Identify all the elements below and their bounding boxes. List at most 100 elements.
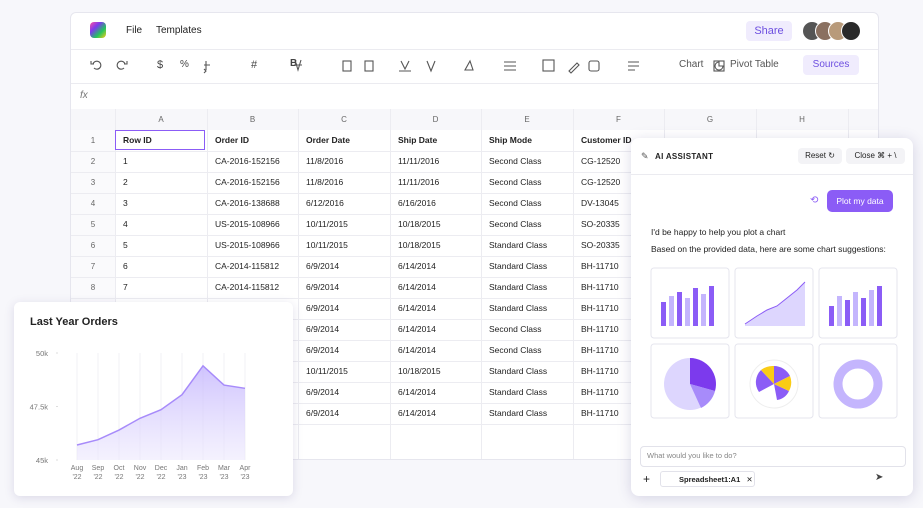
reset-button[interactable]: Reset ↻	[798, 148, 842, 164]
selected-cell	[115, 130, 205, 150]
cell[interactable]: BH-11710	[581, 366, 619, 376]
cell[interactable]: BH-11710	[581, 387, 619, 397]
cell[interactable]: SO-20335	[581, 240, 620, 250]
cell[interactable]: Standard Class	[489, 240, 548, 250]
cell[interactable]: 11/8/2016	[306, 156, 344, 166]
cell[interactable]: 3	[123, 198, 128, 208]
cell[interactable]: 6/9/2014	[306, 324, 340, 334]
x-tick-label: Feb '23	[196, 465, 210, 481]
cell[interactable]: 6/9/2014	[306, 261, 340, 271]
cell[interactable]: BH-11710	[581, 261, 619, 271]
cell[interactable]: BH-11710	[581, 324, 619, 334]
cell[interactable]: Second Class	[489, 156, 542, 166]
cell[interactable]: 2	[123, 177, 128, 187]
cell[interactable]: 6/9/2014	[306, 345, 340, 355]
row-line	[71, 193, 878, 194]
context-chip[interactable]: Spreadsheet1:A1 ✕	[660, 471, 755, 487]
cell[interactable]: 6/14/2014	[398, 303, 436, 313]
number-icon[interactable]: #	[251, 59, 258, 71]
cell[interactable]: Standard Class	[489, 387, 548, 397]
chart-suggestions[interactable]	[649, 266, 905, 422]
cell[interactable]: 6/9/2014	[306, 282, 340, 292]
cell[interactable]: Second Class	[489, 198, 542, 208]
cell[interactable]: 5	[123, 240, 128, 250]
cell[interactable]: 1	[123, 156, 128, 166]
cell[interactable]: US-2015-108966	[215, 240, 280, 250]
cell[interactable]: BH-11710	[581, 282, 619, 292]
cell[interactable]: 6/14/2014	[398, 324, 436, 334]
cell[interactable]: Standard Class	[489, 282, 548, 292]
share-button[interactable]: Share	[746, 21, 792, 41]
cell[interactable]: 10/11/2015	[306, 366, 348, 376]
x-tick-label: Dec '22	[154, 465, 168, 481]
cell[interactable]: 6/14/2014	[398, 345, 436, 355]
ai-assistant-panel: AI ASSISTANT ✎ Reset ↻ Close ⌘ + \ ⟲ Plo…	[631, 138, 913, 496]
cell[interactable]: 11/11/2016	[398, 177, 440, 187]
cell[interactable]: 10/18/2015	[398, 240, 441, 250]
cell[interactable]: DV-13045	[581, 198, 619, 208]
cell[interactable]: CG-12520	[581, 177, 621, 187]
cell[interactable]: Second Class	[489, 177, 542, 187]
cell[interactable]: Order Date	[306, 135, 350, 145]
cell[interactable]: Second Class	[489, 219, 542, 229]
cell[interactable]: Customer ID	[581, 135, 632, 145]
cell[interactable]: 6/12/2016	[306, 198, 344, 208]
menu-file[interactable]: File	[126, 25, 143, 36]
sources-button[interactable]: Sources	[803, 55, 859, 75]
cell[interactable]: CA-2014-115812	[215, 261, 280, 271]
cell[interactable]: Ship Date	[398, 135, 438, 145]
cell[interactable]: Standard Class	[489, 408, 548, 418]
cell[interactable]: 6/14/2014	[398, 261, 436, 271]
logo[interactable]	[90, 22, 106, 38]
cell[interactable]: Standard Class	[489, 303, 548, 313]
cell[interactable]: Order ID	[215, 135, 250, 145]
chart-button[interactable]: Chart	[679, 59, 704, 70]
currency-icon[interactable]: $	[157, 59, 164, 71]
cell[interactable]: 6/16/2016	[398, 198, 436, 208]
cell[interactable]: 10/18/2015	[398, 366, 441, 376]
send-button[interactable]: ➤	[875, 472, 884, 483]
cell[interactable]: Standard Class	[489, 261, 548, 271]
cell[interactable]: 10/11/2015	[306, 240, 348, 250]
bold-icon[interactable]: B	[290, 58, 298, 69]
cell[interactable]: CG-12520	[581, 156, 621, 166]
cell[interactable]: CA-2016-138688	[215, 198, 280, 208]
cell[interactable]: 6	[123, 261, 128, 271]
cell[interactable]: 6/14/2014	[398, 408, 436, 418]
add-button[interactable]: +	[643, 472, 651, 486]
cell[interactable]: 6/9/2014	[306, 303, 340, 313]
cell[interactable]: 6/9/2014	[306, 387, 340, 397]
menu-templates[interactable]: Templates	[156, 25, 202, 36]
cell[interactable]: 7	[123, 282, 128, 292]
x-tick-label: Sep '22	[91, 465, 105, 481]
cell[interactable]: Ship Mode	[489, 135, 532, 145]
cell[interactable]: 10/18/2015	[398, 219, 441, 229]
cell[interactable]: 6/14/2014	[398, 282, 436, 292]
cell[interactable]: 4	[123, 219, 128, 229]
close-shortcut: ⌘ + \	[877, 151, 897, 160]
cell[interactable]: BH-11710	[581, 345, 619, 355]
close-button[interactable]: Close ⌘ + \	[846, 148, 905, 164]
cell[interactable]: CA-2016-152156	[215, 156, 280, 166]
cell[interactable]: Second Class	[489, 345, 542, 355]
cell[interactable]: Standard Class	[489, 366, 548, 376]
close-label: Close	[854, 151, 875, 160]
cell[interactable]: Row ID	[123, 135, 152, 145]
cell[interactable]: US-2015-108966	[215, 219, 280, 229]
chart-card: Last Year Orders 45k 47.5k 50k Aug '22 Sep …	[14, 302, 293, 496]
cell[interactable]: BH-11710	[581, 408, 619, 418]
cell[interactable]: 11/8/2016	[306, 177, 344, 187]
cell[interactable]: 10/11/2015	[306, 219, 348, 229]
cell[interactable]: 6/9/2014	[306, 408, 340, 418]
assistant-message: I'd be happy to help you plot a chart	[651, 227, 786, 237]
cell[interactable]: SO-20335	[581, 219, 620, 229]
cell[interactable]: 11/11/2016	[398, 156, 440, 166]
pivot-table-button[interactable]: Pivot Table	[730, 59, 779, 70]
cell[interactable]: Second Class	[489, 324, 542, 334]
cell[interactable]: CA-2014-115812	[215, 282, 280, 292]
cell[interactable]: CA-2016-152156	[215, 177, 280, 187]
chat-input[interactable]: What would you like to do?	[640, 446, 906, 467]
cell[interactable]: 6/14/2014	[398, 387, 436, 397]
percent-icon[interactable]: %	[180, 59, 189, 70]
cell[interactable]: BH-11710	[581, 303, 619, 313]
